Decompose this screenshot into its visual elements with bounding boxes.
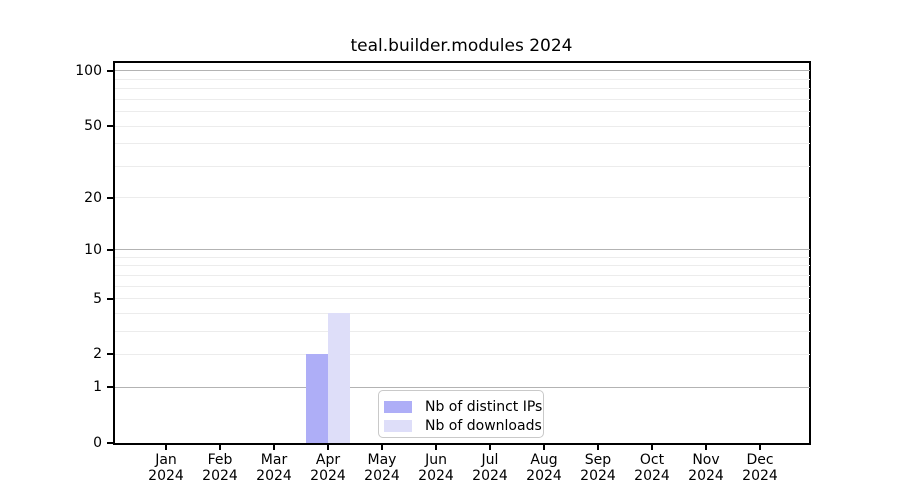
x-axis-tick	[165, 445, 167, 450]
y-tick-label: 50	[84, 118, 102, 135]
x-tick-year: 2024	[202, 468, 238, 484]
x-tick-month: Nov	[692, 452, 720, 468]
y-axis-tick	[107, 353, 113, 356]
legend-item-downloads: Nb of downloads	[384, 416, 543, 435]
x-tick-year: 2024	[364, 468, 400, 484]
y-axis-tick	[107, 196, 113, 199]
legend-swatch-distinct-ips-icon	[384, 400, 412, 413]
y-axis-tick	[107, 248, 113, 251]
x-tick-label: Feb 2024	[190, 452, 250, 484]
x-axis-tick	[273, 445, 275, 450]
x-tick-month: Aug	[530, 452, 558, 468]
x-tick-label: Jan 2024	[136, 452, 196, 484]
gridline-minor	[115, 165, 810, 167]
y-axis-tick	[107, 69, 113, 72]
x-tick-month: Feb	[207, 452, 233, 468]
legend-label-downloads: Nb of downloads	[425, 417, 542, 434]
y-tick-label: 20	[84, 189, 102, 206]
top-spine	[113, 61, 811, 63]
x-axis-tick	[381, 445, 383, 450]
x-tick-label: Oct 2024	[622, 452, 682, 484]
x-axis-tick	[597, 445, 599, 450]
x-tick-year: 2024	[310, 468, 346, 484]
right-spine	[809, 61, 811, 445]
gridline-major	[115, 249, 810, 251]
gridline-minor	[115, 125, 810, 127]
x-axis-tick	[651, 445, 653, 450]
gridline-major	[115, 386, 810, 388]
y-tick-label: 5	[93, 290, 102, 307]
gridline-minor	[115, 274, 810, 276]
gridline-minor	[115, 285, 810, 287]
x-tick-year: 2024	[148, 468, 184, 484]
x-tick-month: Jul	[481, 452, 499, 468]
gridline-minor	[115, 88, 810, 90]
x-axis-tick	[327, 445, 329, 450]
x-axis-tick	[489, 445, 491, 450]
legend: Nb of distinct IPs Nb of downloads	[378, 390, 544, 438]
legend-item-distinct-ips: Nb of distinct IPs	[384, 397, 543, 416]
x-tick-year: 2024	[256, 468, 292, 484]
x-axis-tick	[543, 445, 545, 450]
legend-swatch-downloads-icon	[384, 419, 412, 432]
x-tick-label: Dec 2024	[730, 452, 790, 484]
y-axis-tick	[107, 386, 113, 389]
x-tick-month: Jun	[425, 452, 447, 468]
y-tick-label: 10	[84, 241, 102, 258]
x-axis-tick	[435, 445, 437, 450]
x-tick-year: 2024	[418, 468, 454, 484]
x-tick-month: Apr	[315, 452, 341, 468]
x-tick-month: Mar	[260, 452, 288, 468]
x-tick-year: 2024	[580, 468, 616, 484]
y-axis-tick	[107, 125, 113, 128]
x-axis-tick	[759, 445, 761, 450]
gridline-minor	[115, 312, 810, 314]
gridline-minor	[115, 353, 810, 355]
x-tick-label: Mar 2024	[244, 452, 304, 484]
gridline-minor	[115, 298, 810, 300]
x-tick-label: Jun 2024	[406, 452, 466, 484]
x-tick-month: May	[367, 452, 397, 468]
x-tick-year: 2024	[526, 468, 562, 484]
x-tick-year: 2024	[742, 468, 778, 484]
x-tick-month: Oct	[639, 452, 665, 468]
gridline-minor	[115, 98, 810, 100]
gridline-major	[115, 70, 810, 72]
x-tick-year: 2024	[688, 468, 724, 484]
x-axis-tick	[219, 445, 221, 450]
gridline-minor	[115, 330, 810, 332]
gridline-minor	[115, 111, 810, 113]
gridline-minor	[115, 197, 810, 199]
x-tick-month: Sep	[584, 452, 612, 468]
y-tick-label: 100	[75, 62, 102, 79]
legend-label-distinct-ips: Nb of distinct IPs	[425, 398, 543, 415]
gridline-minor	[115, 78, 810, 80]
x-tick-month: Dec	[746, 452, 774, 468]
x-tick-month: Jan	[155, 452, 177, 468]
x-tick-year: 2024	[472, 468, 508, 484]
x-tick-label: Nov 2024	[676, 452, 736, 484]
bar-distinct-ips	[306, 354, 328, 443]
x-tick-label: Jul 2024	[460, 452, 520, 484]
gridline-minor	[115, 265, 810, 267]
x-axis-tick	[705, 445, 707, 450]
x-tick-year: 2024	[634, 468, 670, 484]
x-tick-label: Apr 2024	[298, 452, 358, 484]
bar-downloads	[328, 313, 350, 443]
y-tick-label: 1	[93, 379, 102, 396]
y-tick-label: 0	[93, 435, 102, 451]
x-tick-label: May 2024	[352, 452, 412, 484]
left-spine	[113, 61, 115, 445]
x-tick-label: Sep 2024	[568, 452, 628, 484]
y-axis-tick	[107, 442, 113, 444]
gridline-minor	[115, 143, 810, 145]
gridline-minor	[115, 256, 810, 258]
x-tick-label: Aug 2024	[514, 452, 574, 484]
y-axis-tick	[107, 297, 113, 300]
chart-title: teal.builder.modules 2024	[350, 36, 573, 56]
y-tick-label: 2	[93, 346, 102, 363]
bottom-spine	[113, 443, 811, 445]
